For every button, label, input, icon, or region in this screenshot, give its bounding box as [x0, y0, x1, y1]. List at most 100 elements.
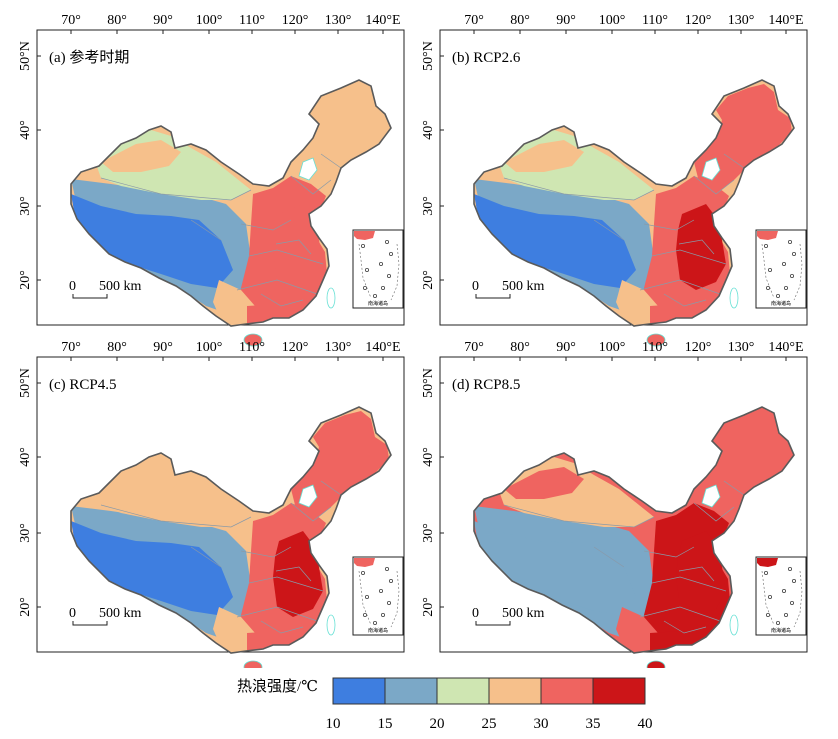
province-border [320, 153, 342, 169]
lat-label: 30° [18, 196, 33, 216]
lon-label: 130° [728, 13, 755, 28]
inset-island [385, 239, 390, 244]
inset-island [767, 595, 772, 600]
lat-label: 30° [421, 523, 436, 543]
scale-bar [475, 294, 511, 299]
lon-label: 100° [599, 340, 626, 355]
national-border [70, 406, 392, 654]
legend-color-box [540, 677, 594, 705]
bohai-sea [298, 157, 318, 181]
inset-island [767, 268, 772, 273]
province-border [593, 219, 625, 241]
legend-color-box [332, 677, 386, 705]
inset-island [790, 274, 795, 279]
lon-label: 90° [556, 340, 576, 355]
lon-label: 70° [61, 13, 81, 28]
legend-title: 热浪强度/℃ [237, 678, 318, 695]
province-border [723, 153, 745, 169]
province-border [320, 480, 342, 496]
province-border [236, 606, 318, 622]
lat-label: 30° [421, 196, 436, 216]
inset-island [378, 262, 383, 267]
lat-label: 50°N [18, 368, 33, 398]
lat-label: 20° [421, 597, 436, 617]
province-border [678, 566, 715, 582]
inset-island [385, 566, 390, 571]
lat-label: 40° [421, 120, 436, 140]
inset-island [360, 243, 365, 248]
inset-island [783, 286, 788, 291]
scale-text: 500 km [502, 606, 545, 621]
lon-label: 120° [685, 340, 712, 355]
region-tibet [71, 194, 233, 288]
province-border [678, 239, 715, 255]
inset-island [781, 262, 786, 267]
lon-label: 80° [510, 13, 530, 28]
legend-tick-label: 25 [482, 716, 497, 732]
scale-bar [72, 294, 108, 299]
south-china-sea-inset: 南海诸岛 [755, 556, 807, 636]
region-tibet [474, 521, 636, 615]
lon-label: 70° [464, 13, 484, 28]
lon-label: 130° [325, 13, 352, 28]
legend-color-box [488, 677, 542, 705]
province-border [593, 546, 625, 568]
lat-label: 40° [18, 120, 33, 140]
lon-label: 90° [153, 340, 173, 355]
inset-label: 南海诸岛 [771, 627, 791, 634]
lon-label: 140°E [768, 13, 803, 28]
lon-label: 130° [728, 340, 755, 355]
province-border [723, 480, 745, 496]
legend-tick-label: 30 [534, 716, 549, 732]
lon-label: 80° [107, 340, 127, 355]
taiwan-island [326, 614, 336, 636]
legend-tick-label: 10 [326, 716, 341, 732]
lon-label: 130° [325, 340, 352, 355]
hainan-island [243, 333, 263, 347]
inset-label: 南海诸岛 [368, 300, 388, 307]
map-panel-1: 70° 80° 90° 100° 110° 120° 130° 140°E 20° 30° 40° 5… [18, 13, 405, 347]
lon-label: 90° [153, 13, 173, 28]
inset-island [765, 613, 770, 618]
bohai-sea [701, 484, 721, 508]
legend-color-box [592, 677, 646, 705]
inset-coast [757, 231, 778, 240]
province-border [503, 504, 655, 528]
inset-island [364, 595, 369, 600]
lon-label: 140°E [365, 340, 400, 355]
inset-island [792, 251, 797, 256]
province-border [503, 177, 655, 201]
inset-island [788, 566, 793, 571]
inset-frame [755, 229, 807, 309]
legend-tick-label: 15 [378, 716, 393, 732]
region-southwest [213, 607, 255, 653]
hainan-island [646, 660, 666, 674]
inset-frame [755, 556, 807, 636]
scale-bar [72, 621, 108, 626]
province-border [248, 249, 324, 265]
inset-island [790, 601, 795, 606]
taiwan-island [326, 287, 336, 309]
scale-text: 500 km [502, 279, 545, 294]
map-panel-2: 70° 80° 90° 100° 110° 120° 130° 140°E 20° 30° 40° 5… [421, 13, 808, 347]
taiwan-island [729, 287, 739, 309]
lat-label: 40° [421, 447, 436, 467]
inset-boundary [358, 243, 400, 301]
province-border [643, 219, 695, 231]
inset-boundary [761, 243, 803, 301]
inset-island [378, 589, 383, 594]
lat-label: 50°N [18, 41, 33, 71]
south-china-sea-inset: 南海诸岛 [352, 229, 404, 309]
hainan-island [646, 333, 666, 347]
inset-island [783, 613, 788, 618]
inset-island [380, 286, 385, 291]
province-border [236, 279, 318, 295]
province-border [663, 293, 707, 307]
inset-island [387, 274, 392, 279]
legend-tick-label: 35 [586, 716, 601, 732]
province-border [639, 606, 721, 622]
hainan-island [243, 660, 263, 674]
inset-boundary [358, 570, 400, 628]
lon-label: 100° [599, 13, 626, 28]
inset-island [364, 268, 369, 273]
